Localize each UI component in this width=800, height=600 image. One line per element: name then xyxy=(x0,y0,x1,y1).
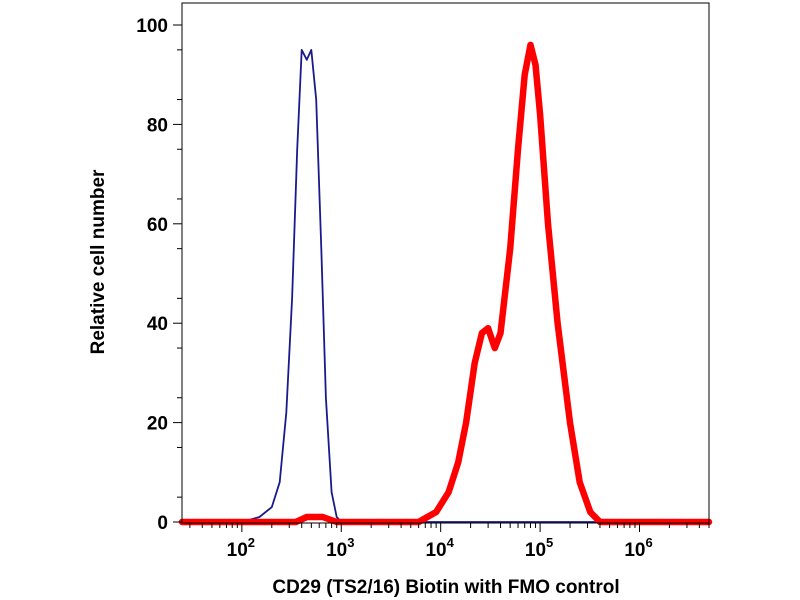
y-tick-label: 80 xyxy=(147,115,168,136)
y-axis-title: Relative cell number xyxy=(88,169,109,354)
x-tick-label: 105 xyxy=(525,535,553,561)
series-line-1 xyxy=(181,49,710,523)
y-tick-label: 0 xyxy=(157,513,168,534)
x-tick-label: 106 xyxy=(624,535,652,561)
plot-frame xyxy=(181,2,710,524)
x-axis-title: CD29 (TS2/16) Biotin with FMO control xyxy=(272,577,619,598)
x-tick-label: 102 xyxy=(227,535,255,561)
y-tick-label: 40 xyxy=(147,314,168,335)
y-tick-label: 60 xyxy=(147,215,168,236)
y-tick-label: 100 xyxy=(136,16,168,37)
series-line-2 xyxy=(178,41,713,526)
x-tick-label: 104 xyxy=(425,535,454,561)
x-axis: 102 103 104 105 106 xyxy=(189,523,710,561)
y-axis: 0 20 40 60 80 100 xyxy=(136,16,182,534)
x-tick-label: 103 xyxy=(326,535,354,561)
y-tick-label: 20 xyxy=(147,414,168,435)
series-layer xyxy=(178,41,713,526)
